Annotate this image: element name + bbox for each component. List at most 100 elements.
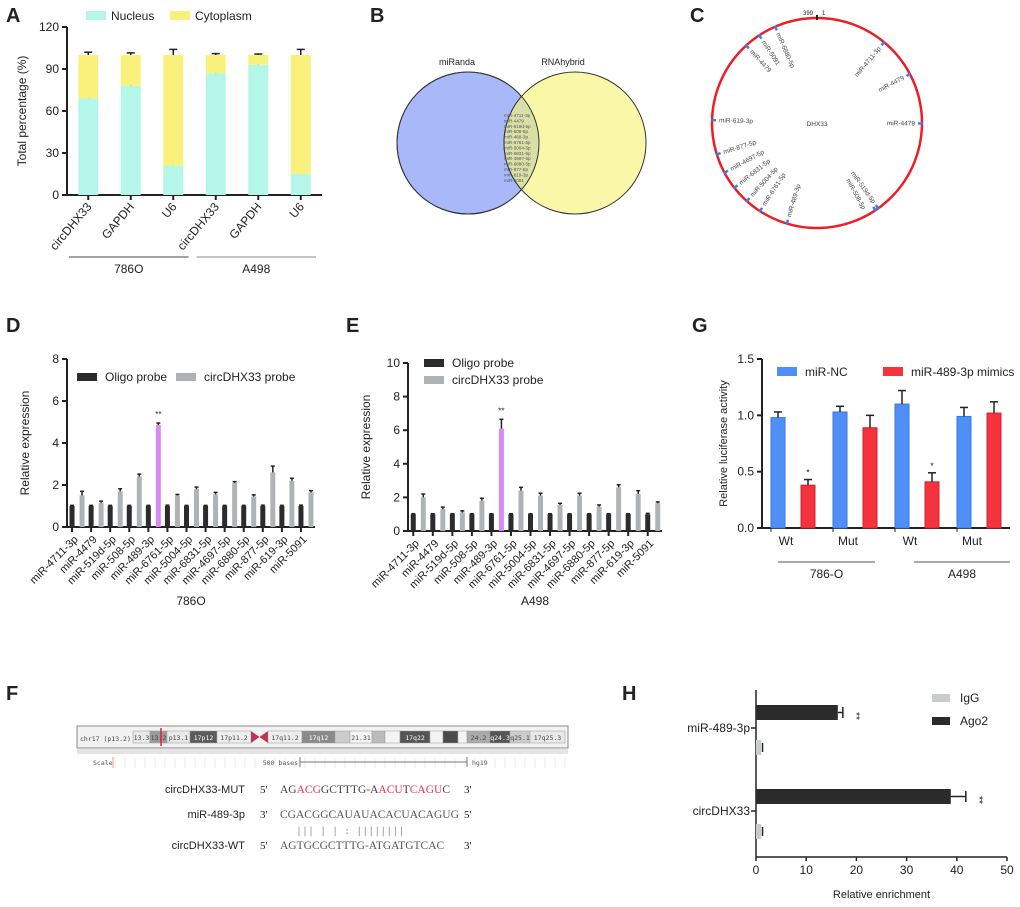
bar-mimics [986,412,1002,529]
venn-overlap [503,72,539,214]
band-label: 13.2 [151,734,167,742]
chromosome-band [442,730,459,744]
wt-sequence: AGTGCGCTTTG-ATGATGTCAC [280,840,445,852]
bar-nucleus [205,73,226,195]
venn-overlap-item: miR-519d-5p [504,124,531,129]
x-tick-label: 10 [800,863,814,877]
wt-5prime: 5' [260,840,268,852]
ring-start-label: 1 [822,11,826,17]
legend-swatch [176,373,196,381]
bar-mir-nc [894,403,910,529]
bar-circdhx33-probe [479,500,485,531]
mut-sequence: AGACGGCTTTG-AACUTCAGUC [280,784,450,796]
venn-overlap-item: miR-4711-3p [504,113,531,118]
mut-5prime: 5' [260,784,268,796]
bar-oligo-probe [222,506,228,527]
bar-oligo-probe [430,514,436,531]
y-tick-label: 0 [393,524,400,538]
legend-swatch [77,373,97,381]
y-tick-label: 8 [52,352,59,366]
bar-oligo-probe [625,514,631,531]
mirna-sequence: CGACGGCAUAUACACUACAGUG [280,809,459,821]
sequence-bases: C [442,784,450,796]
bar-oligo-probe [528,514,533,531]
y-tick-label: 6 [393,423,400,437]
y-tick-label: 1.5 [737,352,754,366]
bar-circdhx33-probe [420,497,426,531]
venn-overlap-item: miR-619-3p [504,172,528,177]
bar-nucleus [120,85,141,195]
venn-overlap-item: miR-4697-5p [504,156,531,161]
bar-mimics [862,427,878,529]
bar-cytoplasm [290,55,311,174]
y-axis-label: Total percentage (%) [15,56,29,167]
y-tick-label: 4 [393,457,400,471]
bar-circdhx33-probe [117,491,123,527]
band-label: 17q22 [405,734,425,742]
significance-marker: * [806,468,810,478]
significance-marker: * [930,461,934,471]
bar-igg [756,740,762,755]
venn-overlap-item: miR-6880-5p [504,162,531,167]
bar-circdhx33-probe [616,487,622,531]
legend-swatch [86,11,106,20]
panel-letter-d: D [6,315,20,337]
band-label: 24.2 [471,734,487,742]
group-label: A498 [242,262,270,276]
bar-cytoplasm [205,55,226,74]
bar-nucleus [248,64,269,195]
bar-oligo-probe [279,506,285,527]
bar-oligo-probe [410,514,416,531]
binding-site-marker [874,204,880,210]
binding-site-marker [745,197,751,203]
bar-oligo-probe [88,506,94,527]
significance-marker: ** [155,410,161,419]
bar-circdhx33-probe [270,472,276,527]
legend-label: circDHX33 probe [452,373,544,387]
y-tick-label: 30 [46,146,60,160]
legend-label: Oligo probe [452,356,514,370]
legend-label: miR-489-3p mimics [911,365,1014,379]
bar-ago2 [756,789,951,804]
venn-overlap-item: miR-489-3p [504,135,528,140]
y-tick-label: 0.5 [737,465,754,479]
chromosome-band [457,730,468,744]
y-tick-label: 2 [393,490,400,504]
bar-circdhx33-probe [635,494,641,531]
center-label: DHX33 [807,121,828,128]
y-axis-label: Relative luciferase activity [718,380,730,507]
bar-circdhx33-probe [538,495,543,531]
bar-oligo-probe [164,506,170,527]
binding-site-marker [715,151,721,156]
x-tick-label: 0 [753,863,760,877]
sequence-bases: AG [280,784,297,796]
panel-letter-c: C [690,5,704,27]
binding-site-label: miR-4711-3p [854,45,883,78]
y-tick-label: 10 [387,356,401,370]
y-tick-label: 90 [46,62,60,76]
bar-cytoplasm [78,55,99,99]
bar-oligo-probe [508,514,514,531]
legend-label: IgG [960,691,979,705]
venn-overlap-item: miR-5091 [504,178,524,183]
legend-label: circDHX33 probe [204,370,296,384]
x-tick-label: Mut [838,534,859,548]
bar-circdhx33-probe [655,503,661,531]
bar-circdhx33-probe [289,480,295,527]
y-tick-label: 1.0 [737,408,754,422]
venn-outline [396,71,540,215]
start-marker [816,15,818,20]
bar-oligo-probe [645,514,651,531]
scale-bar-label: 500 bases [263,759,298,767]
bar-oligo-probe [260,506,266,527]
binding-site-marker [773,25,778,31]
bar-nucleus [163,165,184,195]
venn-overlap-item: miR-6831-5p [504,151,531,156]
venn-label-rnahybrid: RNAhybrid [541,57,585,67]
y-axis-label: Relative expression [18,391,32,496]
bar-circdhx33-probe [557,504,563,531]
group-label: 786-O [810,567,843,581]
bar-oligo-probe [469,514,475,531]
chromosome-label: chr17 (p13.2) [80,735,131,743]
bar-circdhx33-probe [232,482,238,527]
